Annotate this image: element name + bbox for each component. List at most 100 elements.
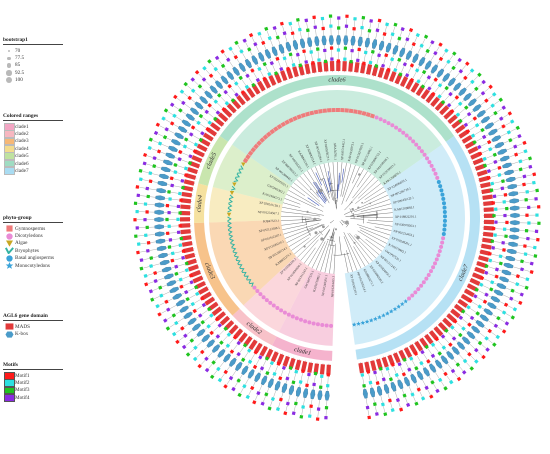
mads-domain <box>180 198 192 204</box>
basal-angiosperm-marker <box>436 179 441 184</box>
motif-box <box>375 381 380 386</box>
motif-box <box>450 368 456 374</box>
kbox-domain <box>436 68 445 78</box>
motif-box <box>535 213 539 217</box>
bryophyte-marker <box>235 259 241 265</box>
kbox-domain <box>175 299 186 307</box>
motif-box <box>199 296 205 301</box>
bootstrap-dot <box>353 241 356 244</box>
dicot-marker <box>307 320 312 325</box>
motif-box <box>148 289 153 294</box>
gymnosperm-marker <box>318 108 323 114</box>
tree-branch <box>349 176 375 205</box>
motif-box <box>236 340 241 346</box>
motif-box <box>167 190 171 194</box>
tree-branch-arc <box>353 212 355 219</box>
tree-branch <box>307 230 330 267</box>
motif-box <box>153 279 158 284</box>
motif-box <box>299 414 304 419</box>
legend-item-label: clade3 <box>15 138 29 145</box>
motif-box <box>223 326 228 331</box>
motif-box <box>463 122 469 128</box>
motif-box <box>528 156 533 161</box>
dicot-marker <box>252 285 257 290</box>
motif-box <box>532 245 537 250</box>
tree-branch <box>288 233 311 247</box>
kbox-domain <box>161 266 172 273</box>
tree-branch <box>331 231 335 246</box>
hexagon-icon <box>4 331 14 338</box>
motif-box <box>167 210 171 215</box>
kbox-domain <box>155 238 166 244</box>
kbox-domain <box>164 273 174 280</box>
tree-branch <box>343 236 358 271</box>
color-swatch <box>3 137 15 146</box>
leaf-label: AHA56791.1 <box>333 143 338 161</box>
mads-domain <box>236 94 246 106</box>
kbox-domain <box>501 269 512 276</box>
gymnosperm-marker <box>242 157 249 164</box>
bryophyte-marker <box>227 229 233 235</box>
motif-box <box>253 350 258 355</box>
motif-box <box>474 123 480 128</box>
motif-box <box>200 131 205 136</box>
tree-branch <box>324 232 334 273</box>
kbox-domain <box>467 98 477 107</box>
motif-box <box>198 137 203 143</box>
motif-box <box>479 275 485 281</box>
kbox-domain <box>370 387 375 398</box>
bryophyte-marker <box>236 169 242 174</box>
motif-box <box>288 366 293 371</box>
motif-box <box>267 36 272 41</box>
legend-item-label: Monocotyledons <box>15 262 50 269</box>
motif-box <box>460 309 466 314</box>
mads-domain <box>259 345 268 357</box>
tree-branch <box>353 246 366 267</box>
motif-box <box>190 77 195 82</box>
motif-box <box>416 79 421 84</box>
motif-box <box>252 364 258 370</box>
motif-box <box>526 236 530 241</box>
motif-box <box>375 28 380 33</box>
motif-box <box>298 380 303 384</box>
motif-box <box>416 387 421 392</box>
bootstrap-dot <box>334 228 338 231</box>
motif-box <box>493 233 497 237</box>
dicot-marker <box>431 167 436 172</box>
motif-box <box>190 125 196 130</box>
gymnosperm-marker <box>300 112 306 118</box>
kbox-domain <box>226 70 235 81</box>
motif-box <box>215 334 221 339</box>
leaf-label: XP 010248201.1 <box>321 274 329 296</box>
kbox-domain <box>403 376 411 387</box>
motif-box <box>355 58 360 63</box>
mads-domain <box>424 333 434 345</box>
mads-domain <box>377 67 385 78</box>
tree-branch <box>356 215 377 217</box>
motif-box <box>501 105 506 110</box>
motif-box <box>217 377 223 383</box>
tree-branch <box>344 202 353 211</box>
motif-box <box>349 59 353 64</box>
motif-box <box>232 335 238 340</box>
motif-box <box>279 67 284 72</box>
motif-box <box>194 70 200 75</box>
kbox-domain <box>159 260 170 266</box>
tree-branch <box>304 247 316 264</box>
mads-domain <box>184 252 196 260</box>
motif-box <box>153 271 158 276</box>
motif-box <box>366 369 371 374</box>
mads-domain <box>348 61 354 72</box>
motif-box <box>302 49 306 54</box>
motif-box <box>245 394 250 400</box>
motif-box <box>165 203 170 208</box>
monocot-marker <box>396 304 401 309</box>
motif-box <box>390 57 395 62</box>
basal-angiosperm-marker <box>442 210 447 215</box>
motif-box <box>510 315 515 320</box>
motif-box <box>286 66 291 71</box>
motif-box <box>305 383 309 388</box>
basal-angiosperm-marker <box>442 223 447 228</box>
bryophyte-marker <box>230 243 236 248</box>
tree-branch <box>303 173 319 194</box>
